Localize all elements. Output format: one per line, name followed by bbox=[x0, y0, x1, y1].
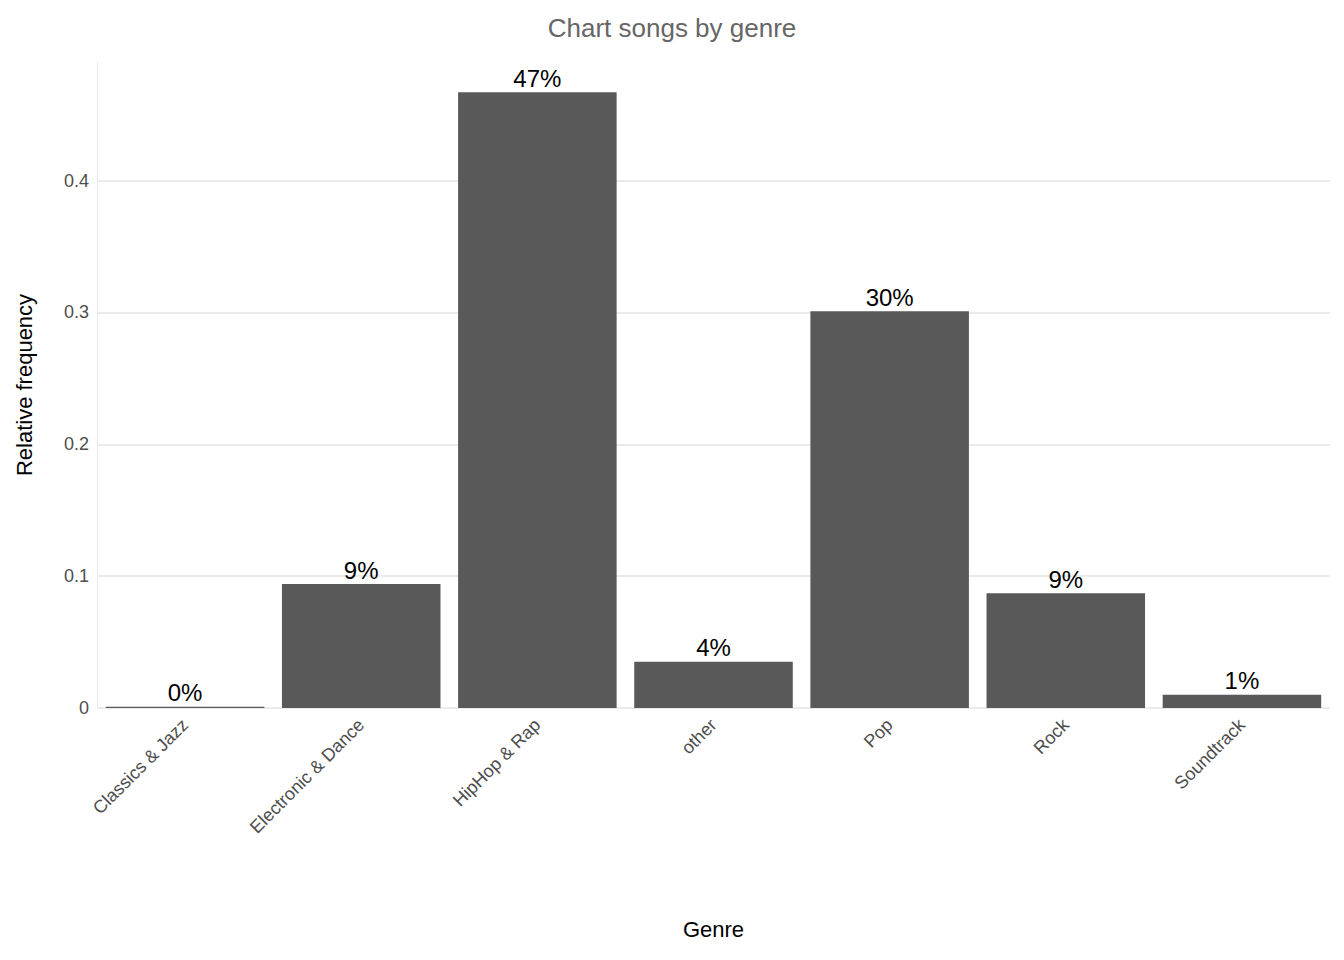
svg-text:Genre: Genre bbox=[683, 917, 744, 942]
svg-text:Classics & Jazz: Classics & Jazz bbox=[89, 715, 192, 818]
svg-text:47%: 47% bbox=[513, 65, 561, 92]
svg-text:0: 0 bbox=[79, 698, 89, 718]
svg-text:4%: 4% bbox=[696, 634, 731, 661]
svg-text:0.1: 0.1 bbox=[64, 566, 89, 586]
svg-text:Rock: Rock bbox=[1030, 714, 1074, 758]
svg-text:other: other bbox=[677, 715, 720, 758]
svg-text:1%: 1% bbox=[1225, 667, 1260, 694]
svg-text:Relative frequency: Relative frequency bbox=[12, 294, 37, 476]
svg-text:Chart songs by genre: Chart songs by genre bbox=[548, 13, 797, 43]
svg-text:0.2: 0.2 bbox=[64, 434, 89, 454]
svg-text:Pop: Pop bbox=[860, 715, 897, 752]
svg-text:0%: 0% bbox=[168, 679, 203, 706]
svg-text:Electronic & Dance: Electronic & Dance bbox=[246, 715, 368, 837]
svg-text:9%: 9% bbox=[1048, 566, 1083, 593]
svg-text:0.4: 0.4 bbox=[64, 171, 89, 191]
svg-text:HipHop & Rap: HipHop & Rap bbox=[449, 715, 544, 810]
svg-text:30%: 30% bbox=[866, 284, 914, 311]
svg-text:9%: 9% bbox=[344, 557, 379, 584]
svg-text:0.3: 0.3 bbox=[64, 302, 89, 322]
svg-text:Soundtrack: Soundtrack bbox=[1171, 714, 1250, 793]
